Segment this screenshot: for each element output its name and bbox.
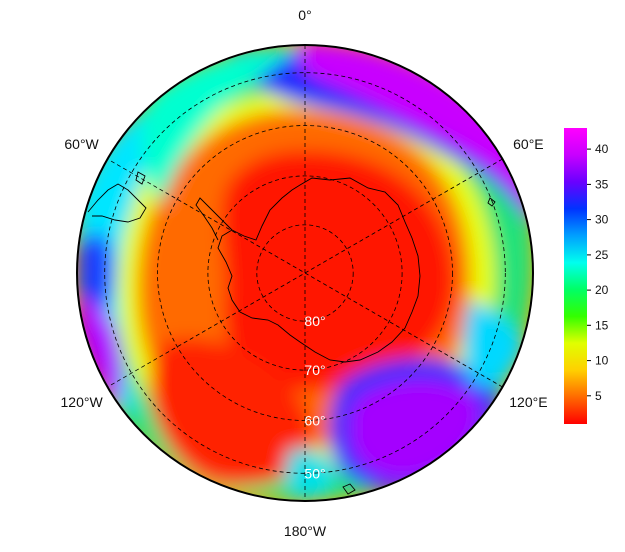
longitude-label: 60°E bbox=[513, 136, 544, 152]
island-ne bbox=[487, 197, 496, 207]
parallel-circle bbox=[104, 72, 506, 474]
latitude-label: 50° bbox=[304, 465, 325, 481]
colorbar-tick-label: 35 bbox=[595, 177, 609, 191]
colorbar-tick-label: 30 bbox=[595, 213, 609, 227]
latitude-label: 60° bbox=[304, 413, 325, 429]
latitude-label: 70° bbox=[304, 362, 325, 378]
meridian-line bbox=[107, 158, 503, 388]
antarctic-peninsula bbox=[195, 197, 233, 241]
longitude-label: 120°W bbox=[61, 394, 104, 410]
longitude-label: 120°E bbox=[509, 394, 547, 410]
field-se-cyan bbox=[463, 300, 525, 386]
field-nw-cyan bbox=[141, 45, 300, 205]
field-south-cyan bbox=[285, 448, 335, 500]
graticule bbox=[104, 45, 506, 501]
colorbar-tick-label: 20 bbox=[595, 283, 609, 297]
field-core-red bbox=[221, 150, 455, 391]
antarctica-coastline bbox=[217, 177, 421, 363]
field-se-purple bbox=[349, 379, 481, 480]
parallel-circle bbox=[207, 175, 403, 371]
south-america-coastline bbox=[87, 183, 147, 223]
field-pacific-red bbox=[150, 338, 312, 486]
parallel-circle bbox=[256, 224, 354, 322]
field-ne-blue bbox=[230, 46, 533, 230]
longitude-label: 180°W bbox=[284, 523, 327, 539]
colorbar-tick-label: 15 bbox=[595, 318, 609, 332]
latitude-label: 80° bbox=[304, 313, 325, 329]
field-west-purple bbox=[77, 298, 123, 410]
field-ne-purple bbox=[298, 45, 533, 220]
longitude-labels: 0° 60°W 60°E 120°W 120°E 180°W bbox=[61, 7, 548, 539]
colorbar-gradient bbox=[564, 128, 587, 424]
colorbar-tick-label: 40 bbox=[595, 142, 609, 156]
southern-tip bbox=[135, 171, 146, 185]
map-boundary bbox=[76, 44, 534, 502]
colorbar-tick-label: 10 bbox=[595, 354, 609, 368]
meridian-line bbox=[107, 158, 503, 388]
colorbar-ticks: 5 10 15 20 25 30 35 40 bbox=[587, 142, 609, 403]
latitude-labels: 80° 70° 60° 50° bbox=[304, 313, 325, 481]
longitude-label: 60°W bbox=[64, 136, 99, 152]
colorbar-tick-label: 5 bbox=[595, 389, 602, 403]
colorbar: 5 10 15 20 25 30 35 40 bbox=[564, 128, 609, 424]
island-south bbox=[342, 483, 356, 495]
coastlines bbox=[87, 171, 496, 495]
longitude-label: 0° bbox=[298, 7, 311, 23]
colorbar-tick-label: 25 bbox=[595, 248, 609, 262]
